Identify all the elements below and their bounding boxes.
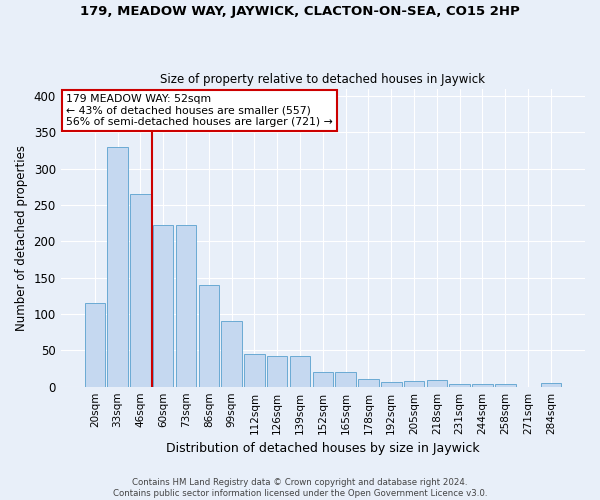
- Y-axis label: Number of detached properties: Number of detached properties: [15, 144, 28, 330]
- Bar: [404, 381, 424, 386]
- Bar: [358, 378, 379, 386]
- Bar: [107, 146, 128, 386]
- Text: 179, MEADOW WAY, JAYWICK, CLACTON-ON-SEA, CO15 2HP: 179, MEADOW WAY, JAYWICK, CLACTON-ON-SEA…: [80, 5, 520, 18]
- Bar: [449, 384, 470, 386]
- Bar: [472, 384, 493, 386]
- Bar: [221, 321, 242, 386]
- Bar: [176, 226, 196, 386]
- Bar: [335, 372, 356, 386]
- Text: 179 MEADOW WAY: 52sqm
← 43% of detached houses are smaller (557)
56% of semi-det: 179 MEADOW WAY: 52sqm ← 43% of detached …: [66, 94, 333, 128]
- Bar: [290, 356, 310, 386]
- Bar: [495, 384, 515, 386]
- Text: Contains HM Land Registry data © Crown copyright and database right 2024.
Contai: Contains HM Land Registry data © Crown c…: [113, 478, 487, 498]
- Bar: [267, 356, 287, 386]
- Bar: [427, 380, 447, 386]
- Bar: [381, 382, 401, 386]
- Bar: [199, 285, 219, 386]
- Bar: [85, 303, 105, 386]
- Title: Size of property relative to detached houses in Jaywick: Size of property relative to detached ho…: [160, 73, 485, 86]
- Bar: [130, 194, 151, 386]
- X-axis label: Distribution of detached houses by size in Jaywick: Distribution of detached houses by size …: [166, 442, 479, 455]
- Bar: [541, 383, 561, 386]
- Bar: [244, 354, 265, 386]
- Bar: [153, 226, 173, 386]
- Bar: [313, 372, 333, 386]
